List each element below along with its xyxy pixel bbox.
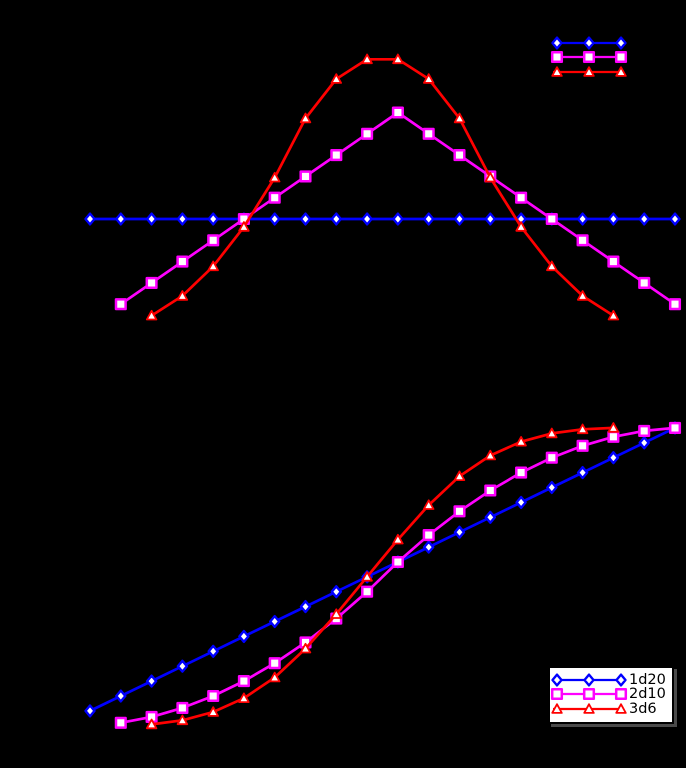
cumulative-probability-line-3d6 (150, 426, 615, 726)
legend-item-2d10 (550, 50, 628, 64)
legend-sample-square-icon (550, 51, 628, 64)
legend-label-1d20: 1d20 (629, 671, 666, 688)
probability-mass-plot (84, 53, 682, 321)
cumulative-probability-line-1d20 (88, 426, 677, 713)
legend-label-2d10: 2d10 (629, 686, 666, 703)
probability-mass-line-3d6 (150, 57, 615, 317)
legend-sample-square-icon (550, 688, 628, 701)
probability-mass-markers-3d6 (145, 53, 620, 321)
legend-item-1d20 (551, 36, 627, 50)
legend-sample-triangle-icon (551, 66, 627, 77)
legend-label-3d6: 3d6 (629, 700, 657, 717)
cumulative-probability-markers-1d20 (84, 421, 681, 718)
legend-item-1d20: 1d20 (551, 671, 672, 688)
legend-item-3d6: 3d6 (551, 700, 672, 717)
legend-item-3d6 (551, 65, 627, 79)
legend-item-2d10: 2d10 (550, 686, 672, 703)
legend-sample-diamond-icon (551, 673, 627, 687)
pmf-legend (550, 36, 628, 79)
legend-sample-diamond-icon (551, 36, 627, 50)
cumulative-probability-markers-2d10 (114, 421, 682, 729)
cumulative-probability-plot (84, 421, 682, 730)
legend-sample-triangle-icon (551, 703, 627, 714)
cumulative-probability-markers-3d6 (145, 422, 620, 730)
cdf-legend: 1d20 2d10 3d6 (548, 666, 674, 724)
